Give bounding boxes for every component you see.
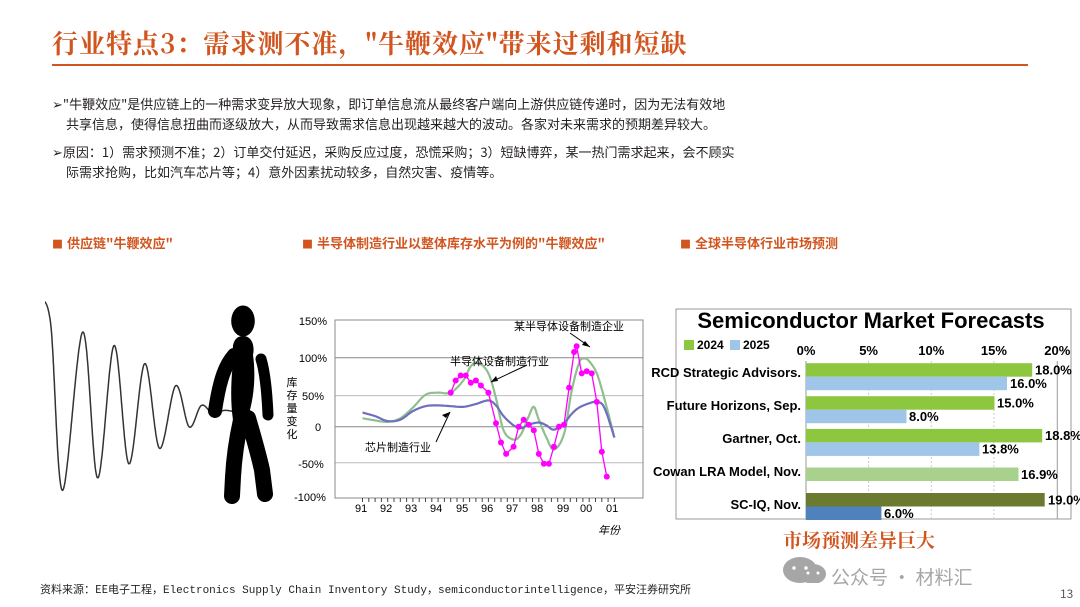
svg-text:2025: 2025	[743, 338, 770, 352]
svg-text:6.0%: 6.0%	[884, 506, 914, 521]
svg-text:10%: 10%	[918, 343, 944, 358]
svg-text:8.0%: 8.0%	[909, 409, 939, 424]
svg-text:15%: 15%	[981, 343, 1007, 358]
svg-text:19.0%: 19.0%	[1048, 492, 1080, 507]
svg-text:20%: 20%	[1044, 343, 1070, 358]
svg-text:15.0%: 15.0%	[997, 396, 1034, 411]
svg-text:16.9%: 16.9%	[1021, 467, 1058, 482]
svg-text:2024: 2024	[697, 338, 724, 352]
svg-text:13.8%: 13.8%	[982, 442, 1019, 457]
svg-text:0%: 0%	[797, 343, 816, 358]
svg-text:5%: 5%	[859, 343, 878, 358]
svg-text:16.0%: 16.0%	[1010, 376, 1047, 391]
svg-text:18.8%: 18.8%	[1045, 428, 1080, 443]
svg-text:Semiconductor Market Forecasts: Semiconductor Market Forecasts	[697, 308, 1044, 333]
